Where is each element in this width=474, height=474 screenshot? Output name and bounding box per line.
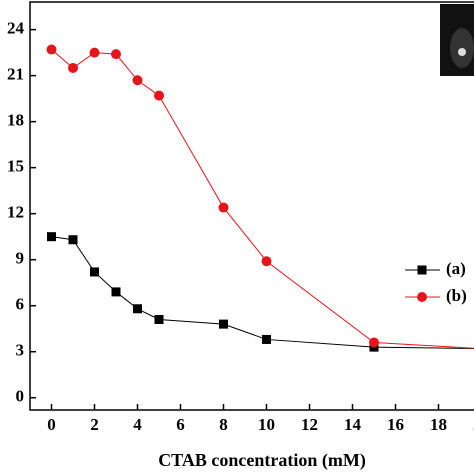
- x-tick-label: 2: [90, 415, 99, 434]
- data-point: [47, 232, 56, 242]
- data-point: [68, 235, 78, 245]
- x-tick-label: 12: [301, 415, 318, 434]
- plot-frame: [29, 1, 474, 411]
- x-tick-label: 16: [387, 415, 404, 434]
- y-tick-label: 15: [7, 157, 24, 176]
- data-point: [68, 62, 78, 73]
- data-point: [369, 337, 379, 348]
- data-point: [262, 334, 271, 344]
- data-point: [111, 49, 121, 60]
- data-point: [154, 315, 164, 325]
- y-tick-label: 9: [16, 249, 25, 268]
- data-point: [46, 44, 57, 55]
- x-tick-label: 10: [258, 415, 275, 434]
- y-tick-label: 0: [16, 387, 25, 406]
- legend-label: (b): [446, 286, 467, 305]
- data-point: [133, 304, 142, 314]
- data-point: [219, 319, 228, 329]
- y-tick-label: 3: [16, 341, 25, 360]
- data-point: [261, 256, 272, 267]
- series-line: [51, 236, 474, 350]
- y-tick-label: 6: [16, 295, 25, 314]
- legend-label: (a): [446, 259, 466, 278]
- x-tick-label: 4: [133, 415, 142, 434]
- legend-marker: [417, 265, 427, 275]
- x-axis-label: CTAB concentration (mM): [158, 450, 366, 471]
- x-tick-label: 18: [430, 415, 447, 434]
- y-tick-label: 24: [7, 19, 25, 38]
- data-point: [154, 90, 164, 101]
- x-tick-label: 14: [344, 415, 362, 434]
- legend-marker: [417, 292, 427, 302]
- x-tick-label: 6: [176, 415, 185, 434]
- data-point: [90, 267, 99, 277]
- x-tick-label: 0: [47, 415, 56, 434]
- data-point: [218, 202, 229, 213]
- inset-highlight: [458, 48, 466, 56]
- series-line: [51, 49, 474, 349]
- x-tick-label: 8: [219, 415, 228, 434]
- data-point: [89, 47, 100, 58]
- data-point: [111, 287, 121, 297]
- y-tick-label: 21: [7, 65, 24, 84]
- data-point: [132, 75, 143, 86]
- y-tick-label: 12: [7, 203, 24, 222]
- y-tick-label: 18: [7, 111, 24, 130]
